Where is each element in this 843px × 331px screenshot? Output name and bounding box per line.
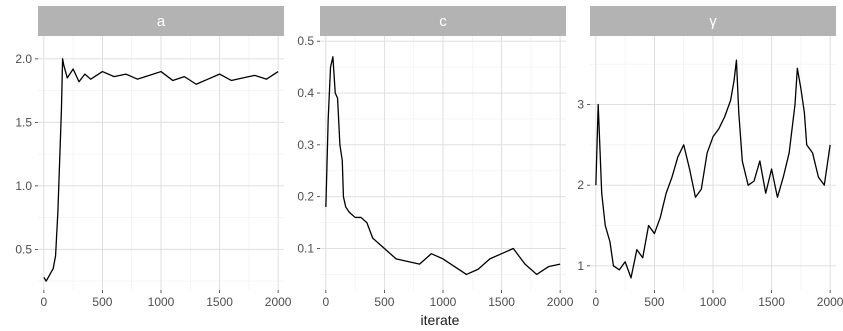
x-tick-label: 1000: [430, 295, 457, 309]
facet-strip-title: a: [157, 13, 166, 30]
facet-panel-2: c 0 500 1000 1500 2000 0.1 0.2 0.3 0.4 0.5: [297, 6, 574, 309]
facet-strip-title: γ: [709, 13, 717, 30]
y-tick-label: 1.5: [15, 115, 32, 129]
x-tick-label: 2000: [547, 295, 574, 309]
y-tick-label: 3: [577, 98, 584, 112]
facet-panel-1: a 0 500 1000 1500 2000 0.5 1.0 1.5 2.0: [15, 6, 292, 309]
x-tick-label: 1500: [206, 295, 233, 309]
x-tick-label: 500: [374, 295, 394, 309]
y-tick-label: 1: [577, 259, 584, 273]
trace-line: [43, 58, 279, 282]
y-tick-label: 2.0: [15, 52, 32, 66]
x-tick-label: 1500: [488, 295, 515, 309]
trace-line: [325, 56, 561, 276]
y-tick-label: 0.5: [297, 34, 314, 48]
y-tick-label: 0.1: [297, 242, 314, 256]
facet-strip-title: c: [439, 13, 447, 30]
x-tick-label: 500: [644, 295, 664, 309]
x-tick-label: 1000: [700, 295, 727, 309]
facet-panel-3: γ 0 500 1000 1500 2000 1 2 3: [577, 6, 843, 309]
x-tick-label: 1500: [758, 295, 785, 309]
x-tick-label: 0: [41, 295, 48, 309]
facet-strip: [320, 6, 566, 36]
x-tick-label: 2000: [265, 295, 292, 309]
facet-strip: [590, 6, 836, 36]
y-tick-label: 0.3: [297, 138, 314, 152]
x-tick-label: 1000: [148, 295, 175, 309]
trace-line: [595, 59, 831, 279]
x-axis-title: iterate: [421, 312, 460, 328]
x-tick-label: 0: [593, 295, 600, 309]
y-tick-label: 0.2: [297, 190, 314, 204]
x-tick-label: 500: [92, 295, 112, 309]
y-tick-label: 0.5: [15, 242, 32, 256]
x-tick-label: 2000: [817, 295, 843, 309]
y-tick-label: 1.0: [15, 179, 32, 193]
y-tick-label: 2: [577, 178, 584, 192]
x-tick-label: 0: [323, 295, 330, 309]
facet-strip: [38, 6, 284, 36]
y-tick-label: 0.4: [297, 86, 314, 100]
